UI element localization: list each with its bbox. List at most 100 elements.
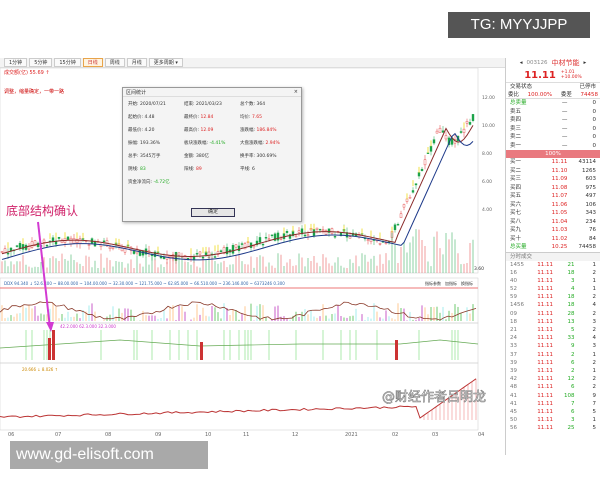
status-value: 已停市: [579, 84, 596, 90]
candle: [0, 251, 4, 253]
candle: [393, 224, 397, 231]
stat-label: 最高价:: [184, 127, 200, 133]
x-tick: 07: [55, 432, 62, 438]
tab-more-periods[interactable]: 更多周期 ▾: [148, 58, 183, 67]
close-icon[interactable]: ×: [293, 89, 298, 95]
candle: [297, 230, 301, 233]
candle: [318, 228, 322, 231]
spike-bar: [52, 330, 55, 360]
candle: [6, 252, 10, 255]
book-label: 买六: [510, 201, 522, 208]
tick-time: 1455: [510, 261, 524, 268]
spike-bar: [395, 340, 398, 360]
book-label: 买九: [510, 227, 522, 233]
website-banner: www.gd-elisoft.com: [10, 441, 208, 469]
stat-cell: 平线: 6: [240, 166, 296, 172]
stat-cell: 大盘涨跌幅: 2.94%: [240, 140, 296, 146]
bid-row: 买十 11.02 84: [506, 235, 600, 244]
candle: [345, 232, 349, 238]
candle: [408, 197, 412, 199]
candle: [264, 237, 268, 239]
tick-volume: 6: [571, 408, 575, 415]
candle: [45, 244, 49, 247]
book-volume: 0: [592, 117, 597, 123]
tick-volume: 25: [567, 425, 575, 432]
stat-cell: 阳线: 89: [184, 166, 240, 172]
tick-row: 1456 11.11 18 4: [506, 301, 600, 309]
book-volume: 106: [585, 201, 597, 208]
candle: [33, 240, 37, 247]
tick-row: 1455 11.11 21 1: [506, 261, 600, 269]
dialog-title: 区间统计: [126, 90, 147, 96]
tick-volume: 28: [567, 310, 575, 317]
ok-button[interactable]: 确定: [191, 208, 235, 217]
candle: [30, 241, 34, 248]
kline-chart[interactable]: [0, 68, 505, 440]
tick-count: 2: [592, 359, 597, 366]
x-tick: 04: [478, 432, 485, 438]
stat-value: 2020/07/21: [139, 101, 166, 107]
book-label: 卖三: [510, 125, 522, 132]
tab-daily[interactable]: 日线: [82, 58, 103, 67]
book-volume: 234: [585, 218, 597, 225]
tab-weekly[interactable]: 周线: [104, 58, 125, 67]
next-stock-icon[interactable]: ▸: [583, 60, 587, 66]
stat-label: 最终价:: [184, 114, 200, 120]
book-volume: 0: [592, 142, 597, 149]
stat-value: 300.69%: [256, 153, 277, 159]
tick-price: 11.11: [537, 294, 553, 301]
candle: [216, 251, 220, 255]
watermark: @财经作者吕明龙: [382, 390, 487, 406]
candle: [327, 228, 331, 233]
candle: [432, 139, 436, 144]
book-volume: 76: [589, 227, 597, 233]
candle: [15, 245, 19, 247]
book-volume: 603: [585, 176, 597, 182]
book-price: 11.06: [551, 201, 568, 208]
stat-label: 资金净流向:: [128, 179, 153, 185]
tab-5min[interactable]: 5分钟: [29, 58, 53, 67]
tick-count: 1: [592, 351, 597, 358]
tick-volume: 6: [571, 384, 575, 391]
tick-time: 37: [510, 351, 517, 358]
tick-volume: 9: [571, 343, 575, 350]
stat-label: 大盘涨跌幅:: [240, 140, 265, 146]
candle: [177, 252, 181, 256]
tab-1min[interactable]: 1分钟: [4, 58, 28, 67]
tab-monthly[interactable]: 月线: [126, 58, 147, 67]
candle: [234, 244, 238, 248]
tick-volume: 108: [564, 392, 575, 399]
candle: [435, 130, 439, 134]
chart-legend: 成交额(亿) 55.69 ↑: [4, 70, 50, 76]
switch-indicator-button[interactable]: 换指标: [461, 281, 473, 286]
book-price: —: [561, 142, 568, 149]
period-toolbar: 1分钟 5分钟 15分钟 日线 周线 月线 更多周期 ▾: [0, 58, 505, 68]
tick-time: 40: [510, 277, 517, 284]
stat-value: -4.72亿: [153, 179, 170, 185]
candle: [303, 234, 307, 237]
price-tick: 12.00: [482, 96, 495, 101]
tab-15min[interactable]: 15分钟: [54, 58, 81, 67]
tick-volume: 18: [567, 294, 575, 301]
tick-row: 21 11.11 5 2: [506, 326, 600, 334]
stat-value: 12.09: [200, 127, 214, 133]
candle: [240, 243, 244, 245]
tick-price: 11.11: [537, 376, 553, 383]
candle: [279, 238, 283, 240]
book-volume: 43114: [578, 159, 597, 165]
add-indicator-button[interactable]: 加指标: [445, 281, 457, 286]
candle: [102, 240, 106, 243]
book-price: —: [561, 117, 568, 123]
book-label: 卖四: [510, 117, 522, 123]
status-label: 交易状态: [510, 84, 533, 90]
candle: [252, 245, 256, 248]
weicha-value: 74458: [580, 91, 598, 98]
stat-value: 186.84%: [256, 127, 277, 133]
tick-count: 1: [592, 277, 597, 284]
prev-stock-icon[interactable]: ◂: [519, 60, 523, 66]
candle: [300, 228, 304, 235]
tick-price: 11.11: [537, 269, 553, 276]
book-label: 买八: [510, 218, 522, 225]
indicator-params-button[interactable]: 指标参数: [425, 281, 441, 286]
tick-row: 52 11.11 4 1: [506, 285, 600, 293]
